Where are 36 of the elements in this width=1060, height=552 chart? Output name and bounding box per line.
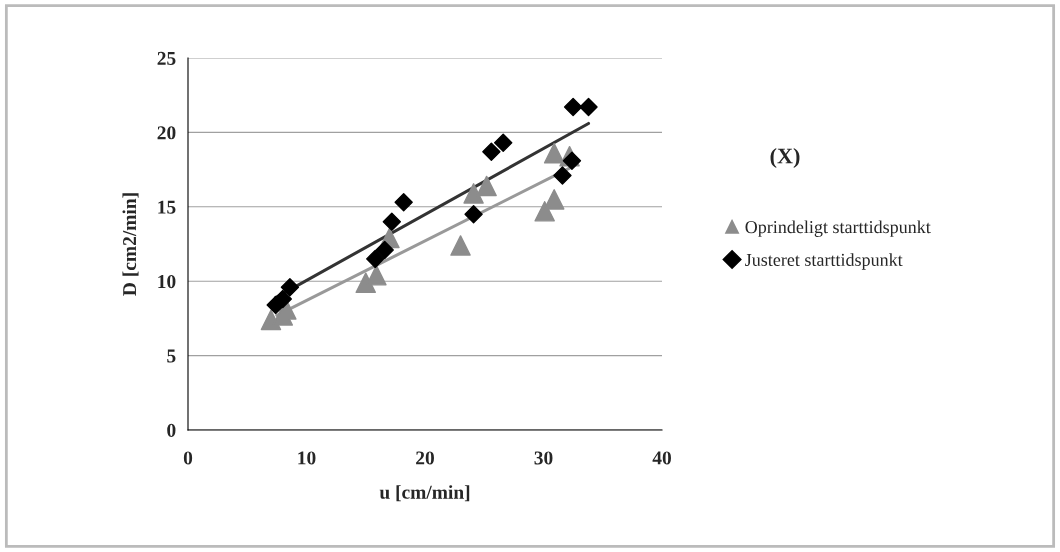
y-tick-label: 15 — [158, 200, 176, 214]
point — [382, 212, 402, 231]
point — [543, 142, 565, 164]
point — [562, 151, 582, 170]
x-tick-label: 20 — [416, 451, 434, 465]
point — [476, 175, 497, 197]
y-tick-label: 5 — [167, 349, 176, 363]
point — [366, 264, 387, 286]
point — [280, 277, 300, 297]
point — [494, 133, 513, 153]
point — [366, 249, 385, 269]
legend-label: Oprindeligt starttidspunkt — [745, 220, 931, 237]
y-tick-label: 20 — [157, 126, 176, 140]
point — [534, 200, 555, 222]
point — [450, 235, 471, 256]
y-tick-label: 0 — [167, 423, 176, 437]
point — [482, 142, 501, 161]
legend-label: Justeret starttidspunkt — [745, 253, 903, 270]
point — [394, 193, 413, 212]
point — [579, 97, 598, 117]
point — [553, 166, 572, 185]
point — [273, 289, 293, 309]
y-axis-title: D [cm2/min] — [122, 193, 139, 296]
y-tick-label: 25 — [157, 51, 176, 65]
x-tick-label: 10 — [298, 451, 316, 465]
x-tick-label: 30 — [534, 451, 553, 465]
x-axis-title: u [cm/min] — [379, 485, 470, 502]
x-tick-label: 0 — [183, 451, 193, 465]
point — [463, 183, 484, 204]
text: (X) — [770, 147, 800, 169]
point — [543, 189, 565, 210]
y-tick-label: 10 — [158, 275, 176, 289]
point — [464, 205, 483, 224]
x-tick-label: 40 — [652, 451, 671, 465]
point — [563, 97, 583, 117]
point — [375, 240, 394, 260]
